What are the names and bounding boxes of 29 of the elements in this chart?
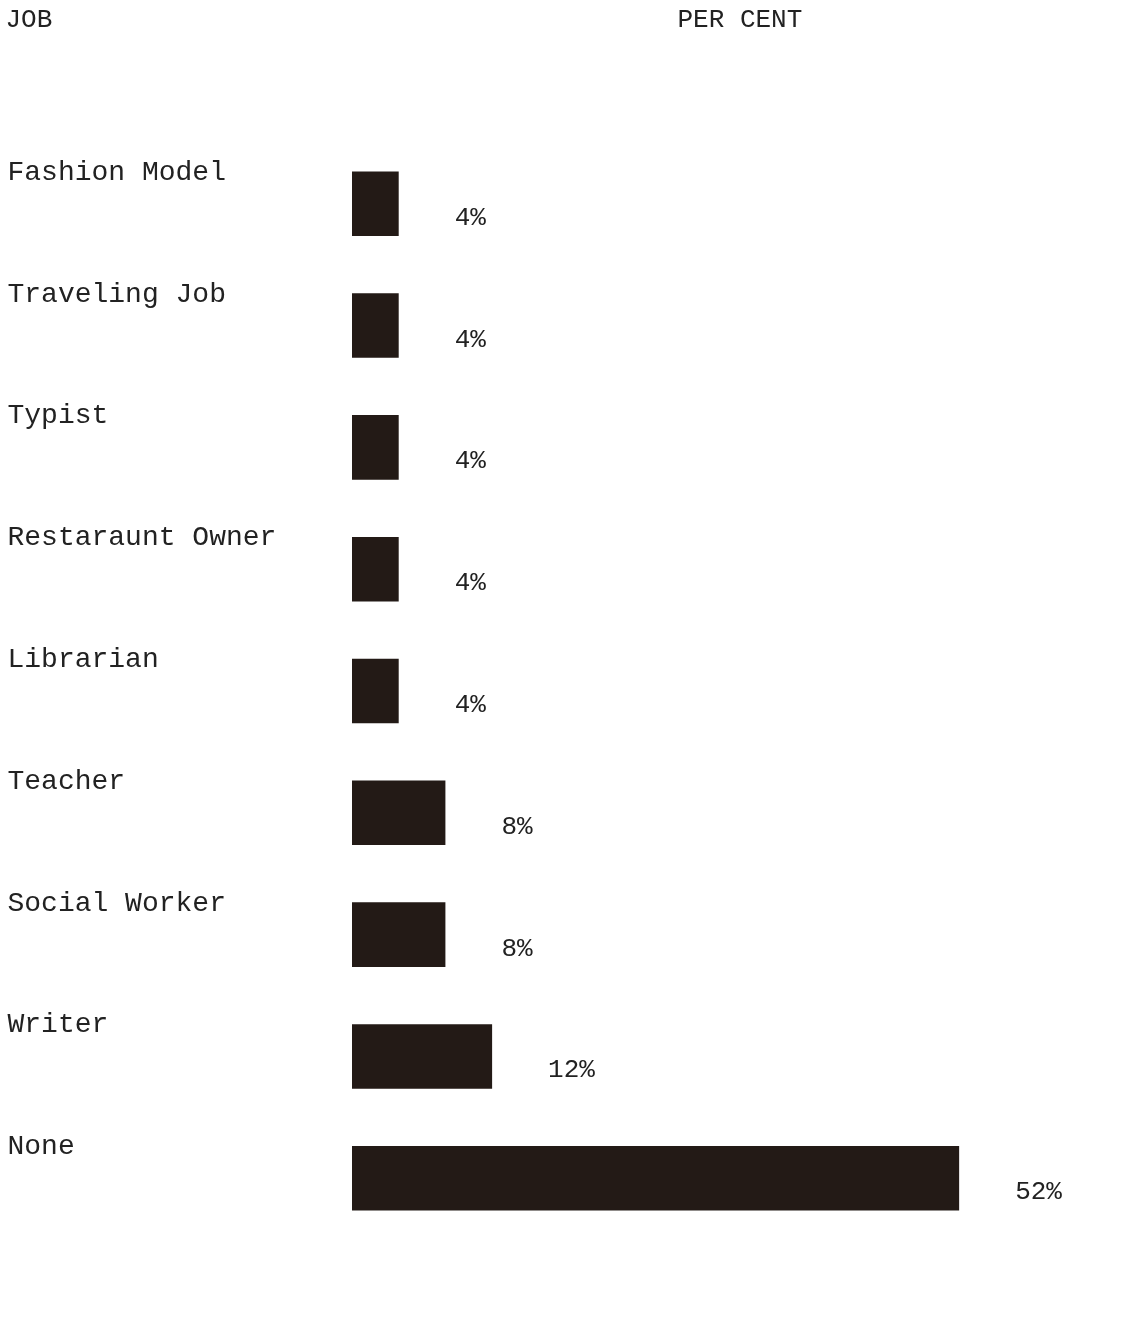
y-tick-label: None (7, 1131, 75, 1163)
y-tick-label: Fashion Model (7, 156, 226, 188)
y-tick-label: Teacher (7, 765, 126, 797)
data-label: 4% (454, 202, 487, 233)
bar (352, 536, 399, 602)
y-tick-label: Librarian (7, 644, 159, 675)
data-label: 4% (454, 446, 487, 477)
y-tick-label: Writer (7, 1009, 109, 1041)
y-tick-label: Restaraunt Owner (7, 522, 277, 554)
y-tick-label: Social Worker (7, 887, 226, 919)
bar (352, 171, 399, 237)
data-label: 4% (454, 690, 487, 720)
bar (352, 415, 399, 480)
bar (352, 780, 446, 846)
bar (352, 658, 399, 724)
bar (352, 902, 446, 967)
bar (352, 293, 399, 358)
y-tick-label: Typist (7, 400, 109, 432)
y-tick-label: Traveling Job (7, 278, 226, 310)
y-axis-title: JOB (5, 4, 53, 35)
data-label: 4% (454, 568, 487, 599)
data-label: 8% (501, 811, 534, 842)
data-label: 8% (501, 933, 534, 964)
x-axis-title: PER CENT (677, 4, 803, 35)
bar (352, 1024, 493, 1089)
data-label: 4% (454, 324, 487, 355)
bar (352, 1145, 960, 1211)
data-label: 52% (1015, 1177, 1063, 1208)
data-label: 12% (548, 1055, 596, 1086)
